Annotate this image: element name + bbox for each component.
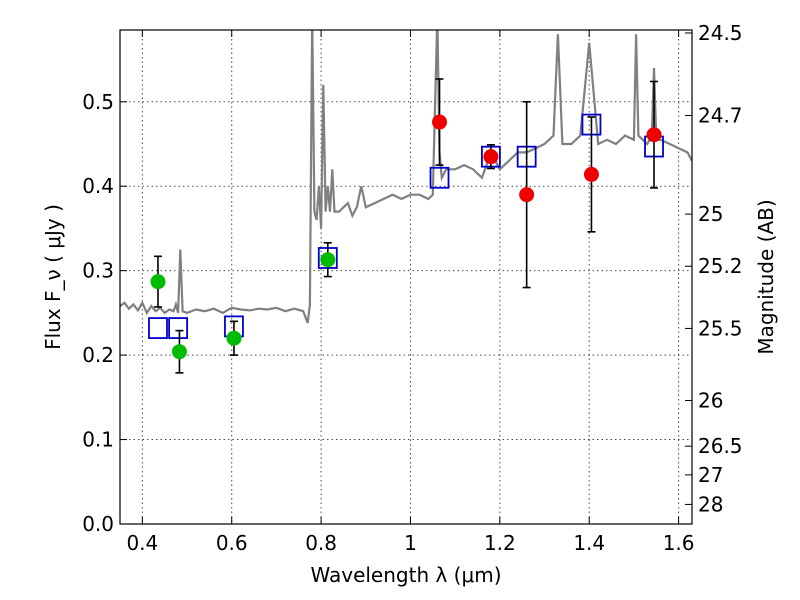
y-tick-label: 0.4 [82, 174, 114, 198]
points-layer [148, 78, 664, 374]
grid [120, 30, 692, 525]
x-tick-label: 0.8 [305, 531, 337, 555]
spectrum-layer [120, 30, 692, 324]
x-tick-label: 1.4 [573, 531, 605, 555]
observed-point [150, 274, 166, 290]
x-tick-label: 1 [404, 531, 417, 555]
mag-tick-label: 26.5 [698, 434, 743, 458]
mag-tick-label: 24.5 [698, 21, 743, 45]
ticks-layer: 0.4 0.6 0.8 1 1.2 1.4 1.6 0.0 0.1 0.2 0.3 0.4 0.5 24.… [82, 21, 742, 555]
mag-tick-label: 25.2 [698, 254, 743, 278]
x-tick-label: 0.4 [126, 531, 158, 555]
mag-tick-label: 28 [698, 492, 723, 516]
y-tick-label: 0.5 [82, 90, 114, 114]
mag-tick-label: 25 [698, 202, 723, 226]
observed-point [432, 114, 448, 130]
x-axis-label: Wavelength λ (μm) [310, 563, 501, 587]
x-tick-label: 1.6 [663, 531, 695, 555]
model-square-point [148, 317, 168, 339]
observed-point [226, 330, 242, 346]
y-axis-label: Flux F_ν ( μJy ) [41, 204, 65, 350]
spectrum-line [120, 30, 692, 324]
observed-point [171, 344, 187, 360]
mag-tick-label: 25.5 [698, 316, 743, 340]
observed-point [583, 166, 599, 182]
plot-frame [119, 29, 693, 525]
y-tick-label: 0.0 [82, 512, 114, 536]
mag-tick-label: 24.7 [698, 103, 743, 127]
model-square-point [429, 166, 450, 189]
x-tick-label: 1.2 [484, 531, 516, 555]
observed-point [646, 127, 662, 143]
mag-tick-label: 27 [698, 463, 723, 487]
observed-point [320, 252, 336, 268]
y-tick-label: 0.3 [82, 259, 114, 283]
y-axis-right-label: Magnitude (AB) [754, 199, 778, 354]
y-tick-label: 0.1 [82, 428, 114, 452]
mag-tick-label: 26 [698, 389, 723, 413]
y-tick-label: 0.2 [82, 343, 114, 367]
observed-point [483, 149, 499, 165]
model-square-point [168, 317, 188, 339]
observed-point [519, 187, 535, 203]
x-tick-label: 0.6 [216, 531, 248, 555]
